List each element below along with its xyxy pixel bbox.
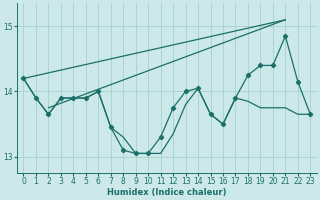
X-axis label: Humidex (Indice chaleur): Humidex (Indice chaleur) [107, 188, 227, 197]
